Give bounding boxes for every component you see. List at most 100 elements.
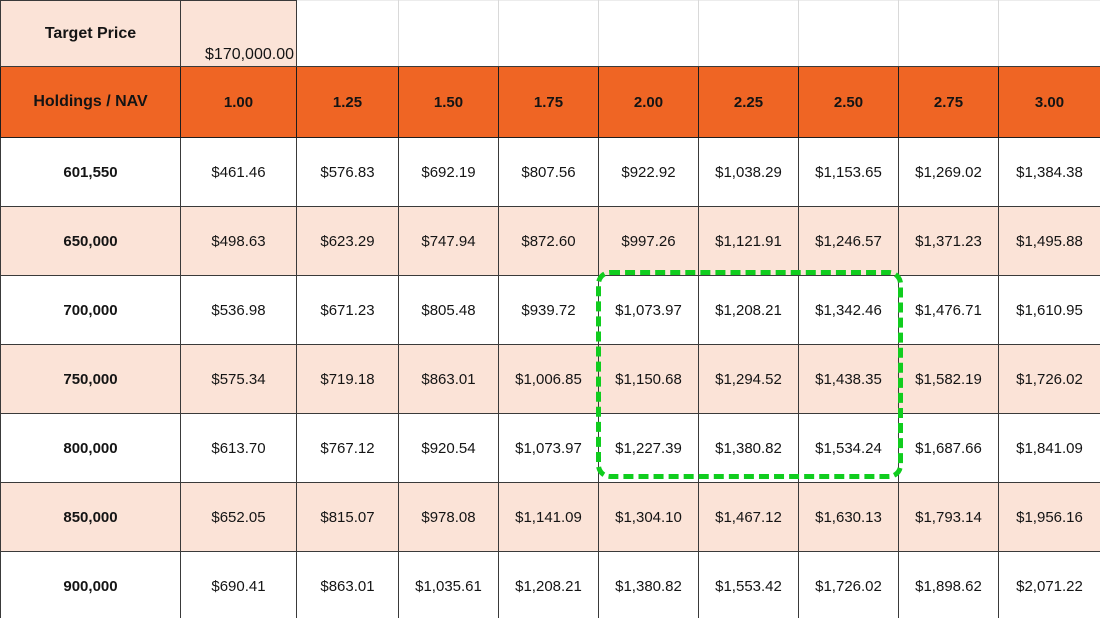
value-cell[interactable]: $498.63 [180,206,297,276]
value-cell[interactable]: $1,153.65 [798,137,899,207]
value-cell[interactable]: $652.05 [180,482,297,552]
empty-cell[interactable] [498,0,599,67]
value-cell[interactable]: $1,371.23 [898,206,999,276]
value-cell[interactable]: $575.34 [180,344,297,414]
value-cell[interactable]: $1,726.02 [998,344,1100,414]
value-cell[interactable]: $1,038.29 [698,137,799,207]
value-cell[interactable]: $1,035.61 [398,551,499,618]
empty-cell[interactable] [898,0,999,67]
value-cell[interactable]: $2,071.22 [998,551,1100,618]
value-cell[interactable]: $576.83 [296,137,399,207]
value-cell[interactable]: $872.60 [498,206,599,276]
nav-header-cell[interactable]: 1.75 [498,66,599,138]
value-cell[interactable]: $767.12 [296,413,399,483]
holdings-label-cell[interactable]: 850,000 [0,482,181,552]
value-cell[interactable]: $1,246.57 [798,206,899,276]
value-cell[interactable]: $1,495.88 [998,206,1100,276]
empty-cell[interactable] [698,0,799,67]
table-row: 800,000 $613.70 $767.12 $920.54 $1,073.97 $1,… [0,413,1100,483]
value-cell[interactable]: $805.48 [398,275,499,345]
value-cell[interactable]: $1,467.12 [698,482,799,552]
target-price-label-cell[interactable]: Target Price [0,0,181,67]
value-cell[interactable]: $1,841.09 [998,413,1100,483]
value-cell[interactable]: $939.72 [498,275,599,345]
holdings-label-cell[interactable]: 800,000 [0,413,181,483]
value-cell[interactable]: $1,006.85 [498,344,599,414]
value-cell[interactable]: $1,687.66 [898,413,999,483]
empty-cell[interactable] [598,0,699,67]
value-cell[interactable]: $692.19 [398,137,499,207]
empty-cell[interactable] [398,0,499,67]
nav-header-cell[interactable]: 1.50 [398,66,499,138]
value-cell[interactable]: $461.46 [180,137,297,207]
target-price-row: Target Price $170,000.00 [0,0,1100,67]
nav-header-cell[interactable]: 2.75 [898,66,999,138]
value-cell[interactable]: $978.08 [398,482,499,552]
table-row: 900,000 $690.41 $863.01 $1,035.61 $1,208.21 $… [0,551,1100,618]
nav-header-cell[interactable]: 1.25 [296,66,399,138]
table-row: 650,000 $498.63 $623.29 $747.94 $872.60 $997.… [0,206,1100,276]
table-row: 700,000 $536.98 $671.23 $805.48 $939.72 $1,07… [0,275,1100,345]
empty-cell[interactable] [998,0,1100,67]
value-cell[interactable]: $1,582.19 [898,344,999,414]
value-cell[interactable]: $1,141.09 [498,482,599,552]
value-cell[interactable]: $1,793.14 [898,482,999,552]
value-cell[interactable]: $1,208.21 [498,551,599,618]
nav-header-cell[interactable]: 3.00 [998,66,1100,138]
value-cell[interactable]: $747.94 [398,206,499,276]
value-cell[interactable]: $1,726.02 [798,551,899,618]
holdings-nav-header-cell[interactable]: Holdings / NAV [0,66,181,138]
value-cell[interactable]: $1,534.24 [798,413,899,483]
value-cell[interactable]: $1,610.95 [998,275,1100,345]
value-cell[interactable]: $1,956.16 [998,482,1100,552]
holdings-label-cell[interactable]: 700,000 [0,275,181,345]
value-cell[interactable]: $719.18 [296,344,399,414]
table-row: 601,550 $461.46 $576.83 $692.19 $807.56 $922.… [0,137,1100,207]
holdings-label-cell[interactable]: 900,000 [0,551,181,618]
value-cell[interactable]: $922.92 [598,137,699,207]
value-cell[interactable]: $1,150.68 [598,344,699,414]
value-cell[interactable]: $863.01 [398,344,499,414]
value-cell[interactable]: $1,294.52 [698,344,799,414]
value-cell[interactable]: $863.01 [296,551,399,618]
value-cell[interactable]: $1,342.46 [798,275,899,345]
target-price-value-cell[interactable]: $170,000.00 [180,0,297,67]
holdings-label-cell[interactable]: 601,550 [0,137,181,207]
value-cell[interactable]: $1,553.42 [698,551,799,618]
nav-header-row: Holdings / NAV 1.00 1.25 1.50 1.75 2.00 2.25 2… [0,66,1100,138]
nav-header-cell[interactable]: 1.00 [180,66,297,138]
value-cell[interactable]: $1,073.97 [498,413,599,483]
value-cell[interactable]: $623.29 [296,206,399,276]
holdings-label-cell[interactable]: 650,000 [0,206,181,276]
value-cell[interactable]: $807.56 [498,137,599,207]
nav-header-cell[interactable]: 2.00 [598,66,699,138]
value-cell[interactable]: $1,304.10 [598,482,699,552]
value-cell[interactable]: $1,073.97 [598,275,699,345]
value-cell[interactable]: $1,380.82 [698,413,799,483]
value-cell[interactable]: $1,227.39 [598,413,699,483]
value-cell[interactable]: $1,121.91 [698,206,799,276]
value-cell[interactable]: $920.54 [398,413,499,483]
table-row: 850,000 $652.05 $815.07 $978.08 $1,141.09 $1,… [0,482,1100,552]
nav-header-cell[interactable]: 2.25 [698,66,799,138]
value-cell[interactable]: $536.98 [180,275,297,345]
value-cell[interactable]: $815.07 [296,482,399,552]
empty-cell[interactable] [798,0,899,67]
value-cell[interactable]: $1,380.82 [598,551,699,618]
value-cell[interactable]: $1,438.35 [798,344,899,414]
holdings-label-cell[interactable]: 750,000 [0,344,181,414]
value-cell[interactable]: $1,269.02 [898,137,999,207]
value-cell[interactable]: $690.41 [180,551,297,618]
nav-header-cell[interactable]: 2.50 [798,66,899,138]
value-cell[interactable]: $997.26 [598,206,699,276]
value-cell[interactable]: $1,630.13 [798,482,899,552]
value-cell[interactable]: $671.23 [296,275,399,345]
value-cell[interactable]: $613.70 [180,413,297,483]
value-cell[interactable]: $1,476.71 [898,275,999,345]
value-cell[interactable]: $1,384.38 [998,137,1100,207]
table-row: 750,000 $575.34 $719.18 $863.01 $1,006.85 $1,… [0,344,1100,414]
value-cell[interactable]: $1,898.62 [898,551,999,618]
empty-cell[interactable] [296,0,399,67]
value-cell[interactable]: $1,208.21 [698,275,799,345]
